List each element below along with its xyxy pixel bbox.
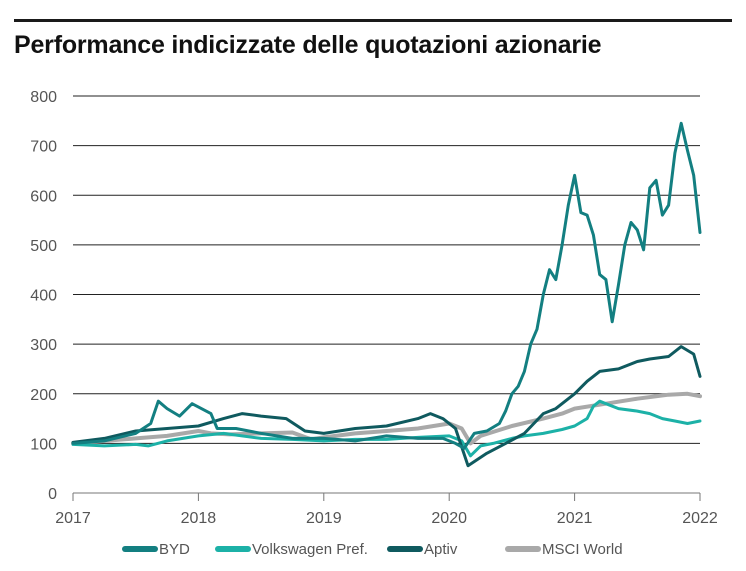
legend-label-msci-world: MSCI World — [542, 541, 623, 558]
series-line-aptiv — [71, 345, 702, 468]
legend: BYD Volkswagen Pref. Aptiv MSCI World — [122, 541, 623, 558]
title-rule — [14, 19, 732, 22]
grid-lines — [73, 95, 700, 444]
chart-title: Performance indicizzate delle quotazioni… — [14, 31, 602, 59]
y-tick-label: 800 — [30, 89, 57, 106]
axes: 0 100 200 300 400 500 600 700 800 2017 2018 2019 202… — [30, 89, 718, 527]
y-tick-label: 100 — [30, 436, 57, 453]
x-tick-label: 2019 — [306, 510, 342, 527]
series-line-byd — [71, 121, 702, 450]
x-tick-label: 2018 — [181, 510, 217, 527]
legend-label-byd: BYD — [159, 541, 190, 558]
x-tick-label: 2022 — [682, 510, 718, 527]
x-tick-label: 2021 — [557, 510, 593, 527]
series-line-volkswagen-pref — [71, 399, 702, 458]
y-tick-label: 600 — [30, 188, 57, 205]
legend-label-volkswagen-pref: Volkswagen Pref. — [252, 541, 368, 558]
legend-label-aptiv: Aptiv — [424, 541, 458, 558]
y-tick-label: 200 — [30, 387, 57, 404]
y-tick-label: 500 — [30, 238, 57, 255]
y-tick-label: 0 — [48, 486, 57, 503]
x-tick-label: 2017 — [55, 510, 91, 527]
x-tick-label: 2020 — [431, 510, 467, 527]
series-lines — [71, 121, 702, 468]
y-tick-label: 300 — [30, 337, 57, 354]
y-tick-label: 700 — [30, 139, 57, 156]
y-tick-label: 400 — [30, 288, 57, 305]
